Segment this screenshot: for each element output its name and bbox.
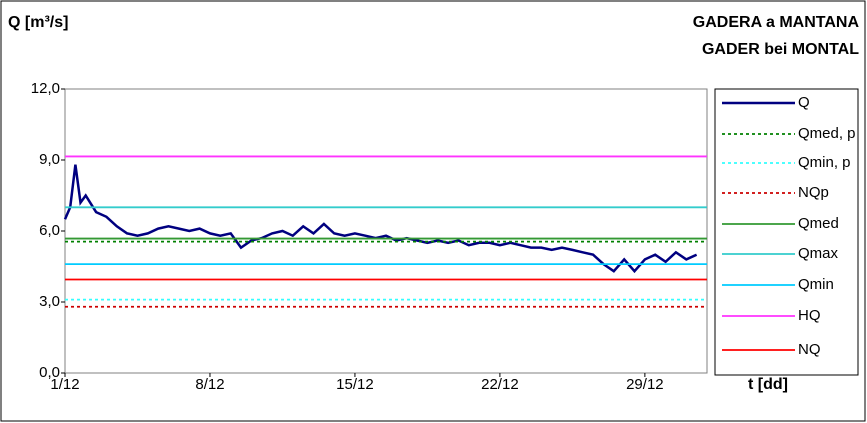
legend-label: NQp <box>798 184 829 201</box>
x-tick-label: 22/12 <box>481 376 519 393</box>
y-tick-label: 12,0 <box>31 80 60 97</box>
y-tick-label: 6,0 <box>39 222 60 239</box>
q-line <box>63 164 698 274</box>
x-tick-label: 1/12 <box>50 376 79 393</box>
legend-label: NQ <box>798 341 821 358</box>
legend-label: Qmax <box>798 245 839 262</box>
x-tick-label: 29/12 <box>626 376 664 393</box>
x-axis-label: t [dd] <box>748 376 788 393</box>
legend-label: Qmed <box>798 215 839 232</box>
legend-label: HQ <box>798 307 821 324</box>
x-tick-label: 15/12 <box>336 376 374 393</box>
chart-title: GADERA a MANTANA <box>693 14 860 31</box>
legend-label: Qmin <box>798 276 834 293</box>
y-tick-label: 0,0 <box>39 364 60 381</box>
legend-label: Q <box>798 94 810 111</box>
y-tick-label: 9,0 <box>39 151 60 168</box>
chart-subtitle: GADER bei MONTAL <box>702 41 859 58</box>
x-tick-label: 8/12 <box>195 376 224 393</box>
legend-box <box>714 88 859 376</box>
plot-area <box>64 88 708 374</box>
legend-label: Qmin, p <box>798 154 851 171</box>
legend-label: Qmed, p <box>798 125 856 142</box>
y-axis-label: Q [m³/s] <box>8 14 68 31</box>
y-tick-label: 3,0 <box>39 293 60 310</box>
